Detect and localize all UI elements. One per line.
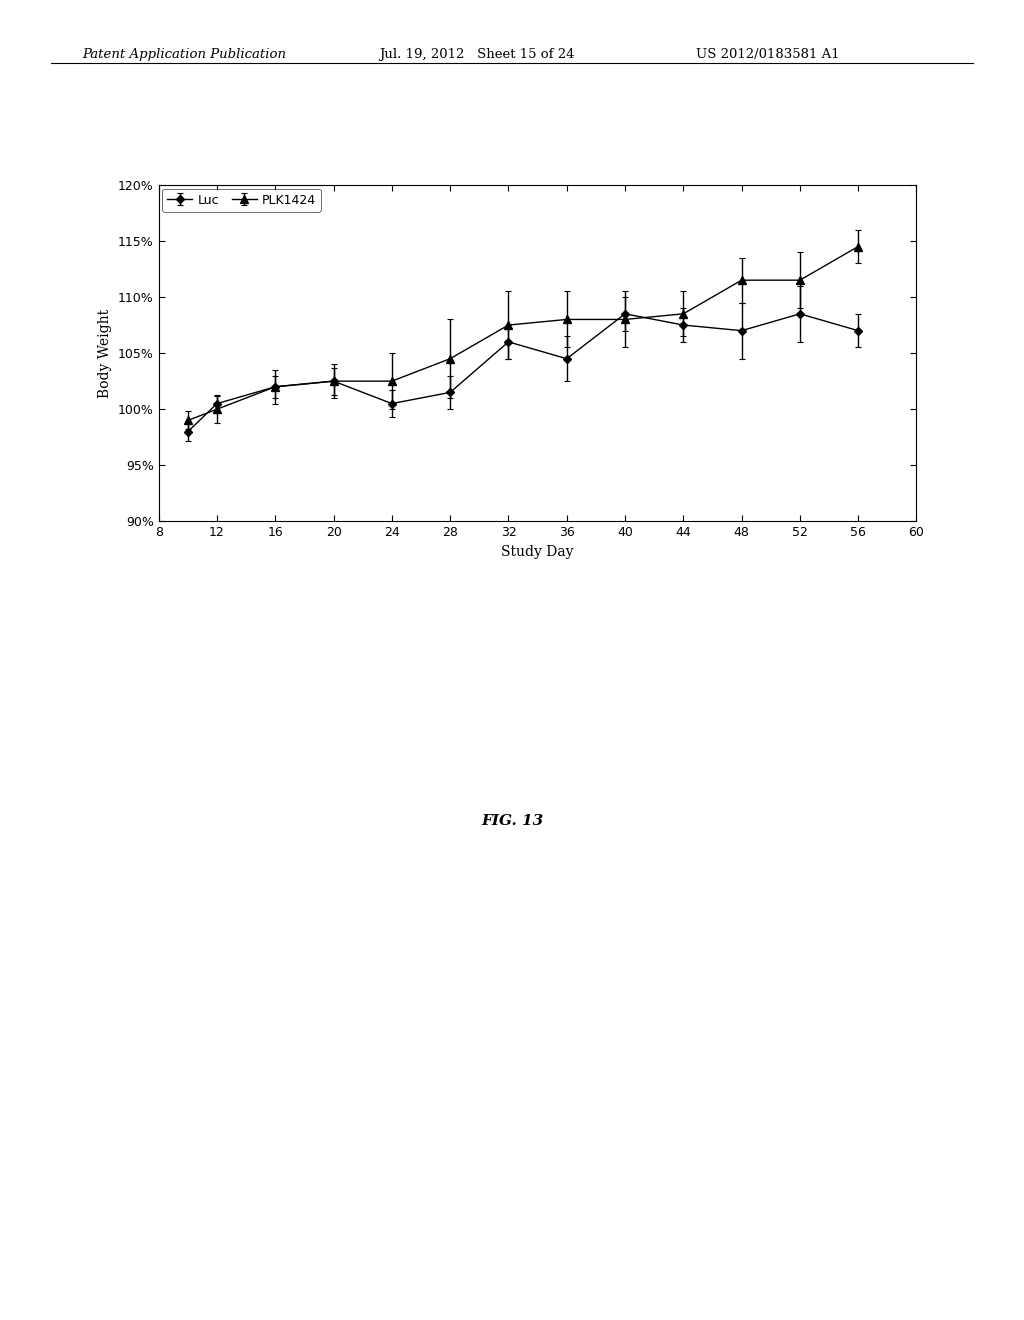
X-axis label: Study Day: Study Day	[502, 545, 573, 558]
Text: US 2012/0183581 A1: US 2012/0183581 A1	[696, 48, 840, 61]
Text: Patent Application Publication: Patent Application Publication	[82, 48, 286, 61]
Text: Jul. 19, 2012   Sheet 15 of 24: Jul. 19, 2012 Sheet 15 of 24	[379, 48, 574, 61]
Legend: Luc, PLK1424: Luc, PLK1424	[163, 189, 321, 211]
Y-axis label: Body Weight: Body Weight	[98, 309, 113, 397]
Text: FIG. 13: FIG. 13	[481, 814, 543, 828]
